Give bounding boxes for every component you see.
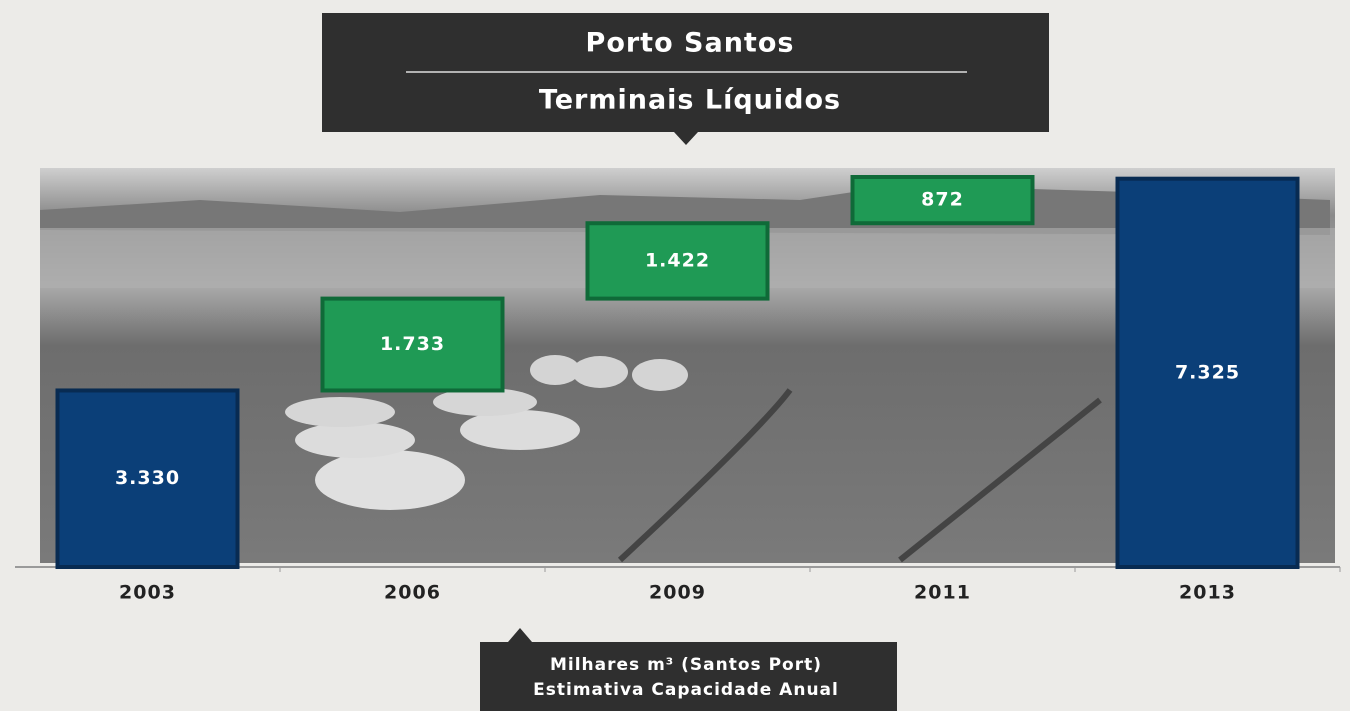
title-box — [322, 13, 1049, 145]
bar — [320, 296, 505, 393]
value-label: 1.733 — [380, 333, 445, 355]
annotation: Milhares m³ (Santos Port) — [550, 655, 822, 675]
x-tick-label: 2006 — [384, 582, 441, 604]
x-tick-label: 2003 — [119, 582, 176, 604]
chart-subtitle: Terminais Líquidos — [539, 85, 841, 116]
annotation: Estimativa Capacidade Anual — [533, 680, 839, 700]
bar — [850, 175, 1035, 226]
bar — [585, 221, 770, 301]
x-tick-label: 2011 — [914, 582, 971, 604]
value-label: 7.325 — [1175, 361, 1240, 383]
value-label: 1.422 — [645, 249, 710, 271]
bar — [55, 388, 240, 569]
value-label: 3.330 — [115, 467, 180, 489]
x-tick-label: 2013 — [1179, 582, 1236, 604]
value-label: 872 — [921, 189, 964, 211]
chart-title: Porto Santos — [586, 28, 795, 59]
bar — [1115, 176, 1300, 569]
note-box — [480, 628, 897, 711]
x-tick-label: 2009 — [649, 582, 706, 604]
